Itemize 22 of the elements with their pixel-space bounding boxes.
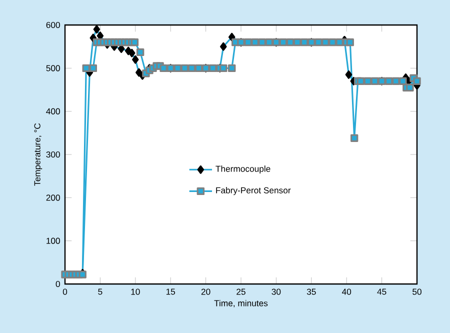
x-tick-label: 40 <box>342 288 352 295</box>
y-tick-label: 100 <box>46 238 60 244</box>
y-tick-label: 200 <box>46 194 60 201</box>
x-tick-label: 30 <box>272 288 281 295</box>
legend-label: Thermocouple <box>216 166 270 174</box>
x-tick-label: 45 <box>377 288 386 295</box>
y-tick-label: 0 <box>56 280 60 288</box>
x-tick-label: 10 <box>131 288 140 295</box>
x-tick-label: 35 <box>306 288 316 295</box>
x-tick-label: 20 <box>201 288 210 295</box>
y-tick-label: 600 <box>46 22 60 28</box>
x-tick-label: 25 <box>236 288 246 295</box>
x-tick-label: 50 <box>412 288 422 295</box>
y-tick-label: 300 <box>46 151 60 158</box>
y-tick-label: 400 <box>46 108 60 114</box>
x-tick-label: 15 <box>166 288 176 295</box>
x-axis-title: Time, minutes <box>214 300 268 308</box>
y-axis-title: Temperature, °C <box>34 123 42 186</box>
x-tick-label: 5 <box>98 288 102 295</box>
legend-label: Fabry-Perot Sensor <box>216 187 291 196</box>
x-tick-label: 0 <box>62 288 68 295</box>
y-tick-label: 500 <box>46 65 60 72</box>
